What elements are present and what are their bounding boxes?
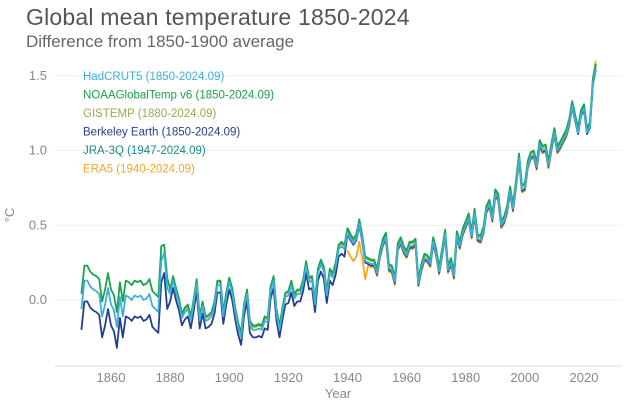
legend-item: ERA5 (1940-2024.09) (83, 164, 195, 176)
legend-item: HadCRUT5 (1850-2024.09) (83, 71, 224, 83)
x-tick-label: 1960 (392, 370, 421, 385)
x-tick-label: 1900 (215, 370, 244, 385)
y-axis-label: °C (2, 208, 17, 223)
y-tick-label: 0.0 (29, 292, 47, 307)
legend-item: Berkeley Earth (1850-2024.09) (83, 127, 240, 139)
x-tick-label: 2020 (570, 370, 599, 385)
y-tick-label: 1.5 (29, 68, 47, 83)
chart-subtitle: Difference from 1850-1900 average (26, 32, 295, 51)
legend-item: JRA-3Q (1947-2024.09) (83, 145, 206, 157)
series-line-hadcrut5 (80, 68, 597, 339)
legend-item: NOAAGlobalTemp v6 (1850-2024.09) (83, 90, 274, 102)
x-tick-label: 2000 (510, 370, 539, 385)
x-axis-label: Year (325, 386, 352, 401)
x-tick-label: 1980 (451, 370, 480, 385)
x-tick-label: 1920 (274, 370, 303, 385)
x-tick-label: 1880 (156, 370, 185, 385)
x-tick-label: 1940 (333, 370, 362, 385)
y-tick-label: 0.5 (29, 217, 47, 232)
series-line-era5 (346, 60, 597, 288)
y-tick-label: 1.0 (29, 143, 47, 158)
chart-title: Global mean temperature 1850-2024 (26, 4, 410, 30)
x-tick-label: 1860 (97, 370, 126, 385)
legend-item: GISTEMP (1880-2024.09) (83, 108, 217, 120)
